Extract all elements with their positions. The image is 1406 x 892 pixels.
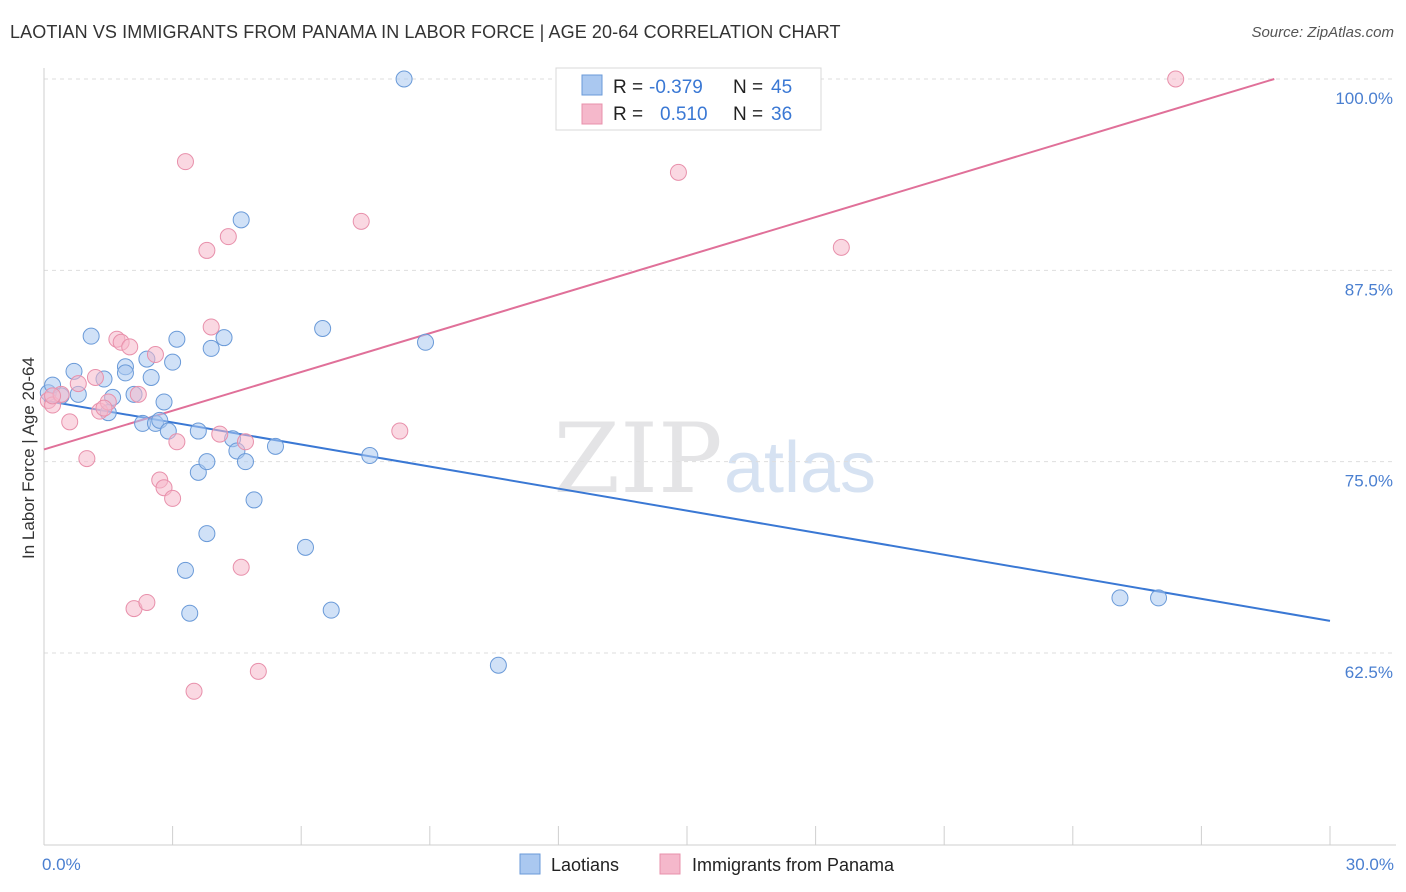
y-tick-label-1: 87.5% <box>1345 280 1393 299</box>
point-s1-14 <box>138 593 156 611</box>
point-s0-25 <box>198 453 216 471</box>
legend-n-label-2: N = <box>733 104 768 125</box>
point-s0-39 <box>395 70 413 88</box>
legend-swatch-panama <box>581 103 603 125</box>
legend-r-label-2: R = <box>613 104 648 125</box>
source-label: Source: ZipAtlas.com <box>1251 24 1394 41</box>
legend-r-label-1: R = <box>613 77 648 98</box>
chart-title: LAOTIAN VS IMMIGRANTS FROM PANAMA IN LAB… <box>10 22 841 42</box>
point-s0-21 <box>176 561 194 579</box>
point-s0-14 <box>142 368 160 386</box>
trend-lines <box>43 78 1331 622</box>
point-s0-10 <box>116 364 134 382</box>
point-s0-32 <box>236 453 254 471</box>
scatter-points <box>39 70 1185 700</box>
point-s1-25 <box>219 228 237 246</box>
point-s0-17 <box>155 393 173 411</box>
point-s1-6 <box>86 368 104 386</box>
point-s1-23 <box>202 318 220 336</box>
point-s0-33 <box>245 491 263 509</box>
bottom-legend-swatch-laotians <box>519 853 541 875</box>
legend-r-value-2: 0.510 <box>660 104 708 125</box>
bottom-legend-label-panama: Immigrants from Panama <box>692 855 895 875</box>
point-s1-28 <box>249 662 267 680</box>
trend-line-1 <box>43 78 1275 451</box>
point-s1-4 <box>69 375 87 393</box>
legend-n-value-2: 36 <box>771 104 792 125</box>
point-s1-3 <box>61 413 79 431</box>
point-s0-40 <box>417 333 435 351</box>
watermark-zip: ZIP <box>553 403 722 515</box>
watermark-atlas: atlas <box>724 428 876 508</box>
point-s0-38 <box>361 447 379 465</box>
stats-legend: R = -0.379 N = 45 R = 0.510 N = 36 <box>555 67 822 131</box>
point-s1-30 <box>391 422 409 440</box>
series-legend: Laotians Immigrants from Panama <box>519 853 895 875</box>
point-s1-32 <box>832 238 850 256</box>
point-s1-5 <box>78 450 96 468</box>
x-tick-label-0: 0.0% <box>42 855 81 874</box>
bottom-legend-swatch-panama <box>659 853 681 875</box>
point-s1-21 <box>185 682 203 700</box>
trend-line-0 <box>43 399 1331 622</box>
point-s0-37 <box>322 601 340 619</box>
legend-n-value-1: 45 <box>771 77 792 98</box>
point-s1-24 <box>211 425 229 443</box>
point-s0-35 <box>296 538 314 556</box>
point-s1-31 <box>669 163 687 181</box>
point-s1-27 <box>236 433 254 451</box>
tick-labels: 100.0% 87.5% 75.0% 62.5% 0.0% 30.0% <box>42 89 1394 874</box>
point-s0-28 <box>215 329 233 347</box>
point-s0-42 <box>1111 589 1129 607</box>
point-s0-36 <box>314 319 332 337</box>
point-s1-29 <box>352 212 370 230</box>
point-s1-11 <box>121 338 139 356</box>
legend-n-label-1: N = <box>733 77 768 98</box>
point-s0-5 <box>82 327 100 345</box>
legend-swatch-laotians <box>581 74 603 96</box>
x-tick-label-1: 30.0% <box>1346 855 1394 874</box>
point-s1-18 <box>164 489 182 507</box>
y-axis-label: In Labor Force | Age 20-64 <box>19 357 38 559</box>
point-s1-19 <box>168 433 186 451</box>
point-s0-31 <box>232 211 250 229</box>
point-s0-19 <box>164 353 182 371</box>
y-tick-label-0: 100.0% <box>1335 89 1393 108</box>
point-s1-35 <box>95 399 113 417</box>
point-s0-22 <box>181 604 199 622</box>
point-s0-20 <box>168 330 186 348</box>
point-s1-20 <box>176 153 194 171</box>
axes <box>43 68 1396 846</box>
point-s0-43 <box>1150 589 1168 607</box>
point-s0-34 <box>266 437 284 455</box>
point-s0-26 <box>198 525 216 543</box>
bottom-legend-label-laotians: Laotians <box>551 855 619 875</box>
point-s1-34 <box>44 387 62 405</box>
point-s0-41 <box>489 656 507 674</box>
point-s1-22 <box>198 241 216 259</box>
point-s1-33 <box>1167 70 1185 88</box>
y-tick-label-2: 75.0% <box>1345 472 1393 491</box>
point-s0-27 <box>202 339 220 357</box>
point-s1-15 <box>146 346 164 364</box>
y-tick-label-3: 62.5% <box>1345 663 1393 682</box>
legend-r-value-1: -0.379 <box>649 77 703 98</box>
point-s1-26 <box>232 558 250 576</box>
point-s0-23 <box>189 422 207 440</box>
point-s1-13 <box>129 385 147 403</box>
